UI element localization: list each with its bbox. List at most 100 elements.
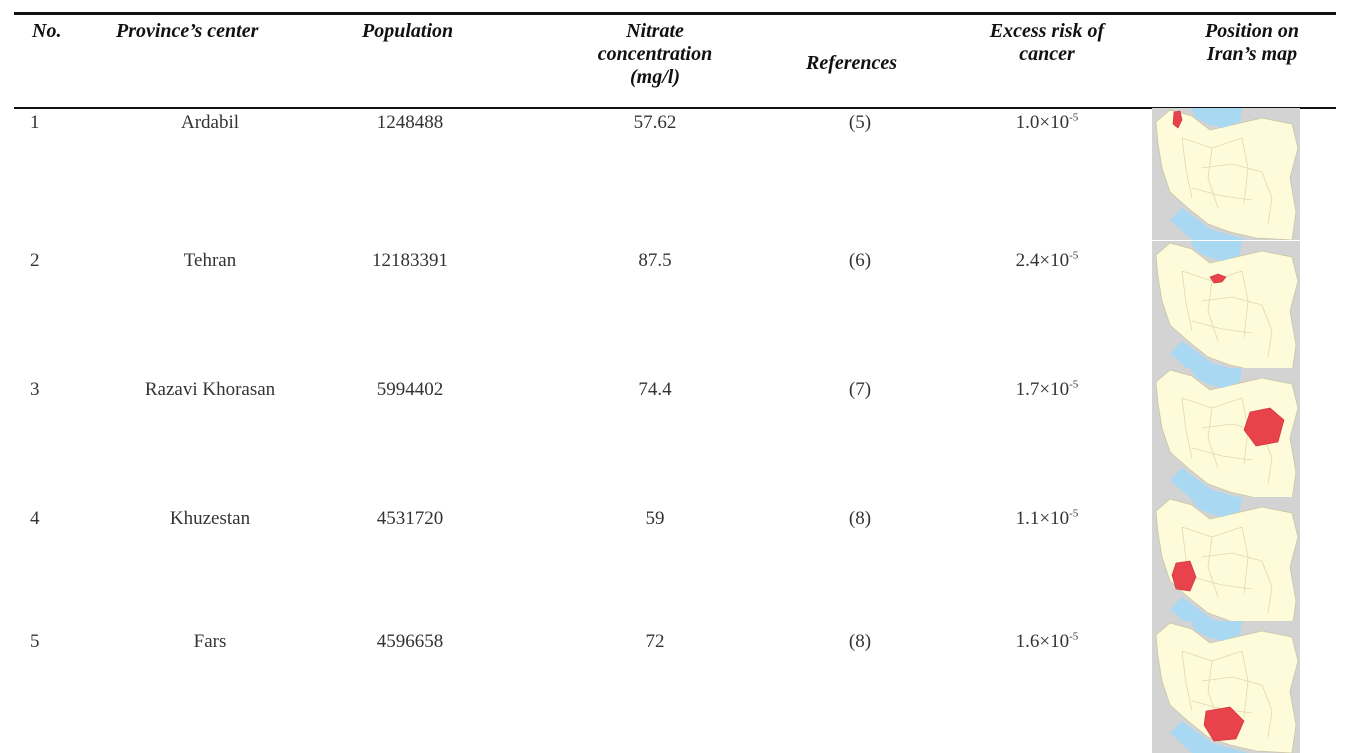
province-border: [1201, 552, 1263, 562]
province-border: [1241, 526, 1249, 594]
province-border: [1207, 147, 1219, 209]
header-nitrate-line2: concentration: [597, 43, 713, 65]
table-top-rule: [14, 12, 1336, 15]
province-border: [1191, 576, 1253, 590]
header-position-line1: Position on: [1205, 20, 1299, 42]
row-population: 4596658: [376, 631, 444, 652]
province-border: [1207, 536, 1219, 598]
persian-gulf: [1170, 208, 1248, 240]
caspian-sea: [1190, 108, 1242, 128]
row-center: Tehran: [183, 250, 237, 271]
province-border: [1181, 270, 1193, 332]
highlighted-province: [1209, 273, 1227, 284]
header-no: No.: [32, 20, 62, 42]
row-reference: (8): [848, 508, 872, 529]
iran-map-graphic: [1152, 497, 1300, 629]
row-population: 4531720: [376, 508, 444, 529]
iran-map-graphic: [1152, 368, 1300, 500]
header-population: Population: [362, 20, 454, 42]
iran-land: [1155, 369, 1299, 500]
caspian-sea: [1190, 368, 1242, 388]
iran-map-graphic: [1152, 241, 1300, 373]
iran-map-khorasan: [1152, 368, 1300, 500]
risk-exponent: -5: [1069, 630, 1079, 643]
header-position-line2: Iran’s map: [1206, 43, 1298, 65]
risk-base: 1.1×10: [1015, 508, 1070, 529]
risk-exponent: -5: [1069, 249, 1079, 262]
province-border: [1181, 137, 1193, 199]
row-population: 5994402: [376, 379, 444, 400]
row-no: 4: [30, 508, 40, 529]
row-risk: 1.1×10-5: [972, 508, 1122, 530]
row-reference: (8): [848, 631, 872, 652]
row-nitrate: 87.5: [638, 250, 672, 271]
risk-base: 1.6×10: [1015, 631, 1070, 652]
risk-base: 1.7×10: [1015, 379, 1070, 400]
province-border: [1241, 270, 1249, 338]
row-risk: 1.0×10-5: [972, 112, 1122, 134]
row-risk: 1.6×10-5: [972, 631, 1122, 653]
row-population: 1248488: [376, 112, 444, 133]
row-center: Khuzestan: [169, 508, 251, 529]
row-no: 5: [30, 631, 40, 652]
highlighted-province: [1243, 407, 1285, 447]
header-bottom-rule: [14, 107, 1336, 109]
province-border: [1191, 447, 1253, 461]
row-no: 3: [30, 379, 40, 400]
risk-base: 2.4×10: [1015, 250, 1070, 271]
row-center: Ardabil: [180, 112, 240, 133]
row-center: Razavi Khorasan: [144, 379, 276, 400]
row-reference: (7): [848, 379, 872, 400]
row-population: 12183391: [372, 250, 448, 271]
iran-land: [1155, 498, 1299, 629]
row-risk: 1.7×10-5: [972, 379, 1122, 401]
province-border: [1181, 397, 1193, 459]
header-position: Position on Iran’s map: [1172, 20, 1332, 66]
persian-gulf: [1170, 341, 1248, 373]
caspian-sea: [1190, 241, 1242, 261]
header-risk-line2: cancer: [1019, 43, 1075, 65]
province-border: [1207, 280, 1219, 342]
header-risk-line1: Excess risk of: [989, 20, 1105, 42]
row-nitrate: 74.4: [638, 379, 672, 400]
risk-base: 1.0×10: [1015, 112, 1070, 133]
row-nitrate: 59: [645, 508, 665, 529]
province-border: [1181, 650, 1193, 712]
province-border: [1201, 676, 1263, 686]
persian-gulf: [1170, 468, 1248, 500]
iran-land: [1155, 622, 1299, 753]
caspian-sea: [1190, 621, 1242, 641]
header-center: Province’s center: [116, 20, 259, 42]
iran-map-ardabil: [1152, 108, 1300, 240]
highlighted-province: [1172, 110, 1183, 129]
province-border: [1207, 407, 1219, 469]
row-no: 2: [30, 250, 40, 271]
header-nitrate: Nitrate concentration (mg/l): [580, 20, 730, 89]
province-border: [1261, 304, 1273, 358]
row-center: Fars: [193, 631, 227, 652]
iran-map-graphic: [1152, 621, 1300, 753]
row-no: 1: [30, 112, 40, 133]
province-border: [1191, 320, 1253, 334]
risk-exponent: -5: [1069, 507, 1079, 520]
iran-map-tehran: [1152, 241, 1300, 373]
row-risk: 2.4×10-5: [972, 250, 1122, 272]
province-border: [1191, 187, 1253, 201]
row-reference: (6): [848, 250, 872, 271]
header-nitrate-line1: Nitrate: [626, 20, 684, 42]
header-references: References: [806, 52, 898, 74]
highlighted-province: [1203, 706, 1245, 742]
risk-exponent: -5: [1069, 111, 1079, 124]
iran-map-khuzestan: [1152, 497, 1300, 629]
province-border: [1261, 684, 1273, 738]
iran-land: [1155, 242, 1299, 373]
highlighted-province: [1171, 560, 1197, 592]
iran-map-fars: [1152, 621, 1300, 753]
province-border: [1241, 137, 1249, 205]
province-border: [1261, 560, 1273, 614]
row-reference: (5): [848, 112, 872, 133]
caspian-sea: [1190, 497, 1242, 517]
row-nitrate: 72: [645, 631, 665, 652]
iran-land: [1155, 109, 1299, 240]
province-border: [1261, 171, 1273, 225]
